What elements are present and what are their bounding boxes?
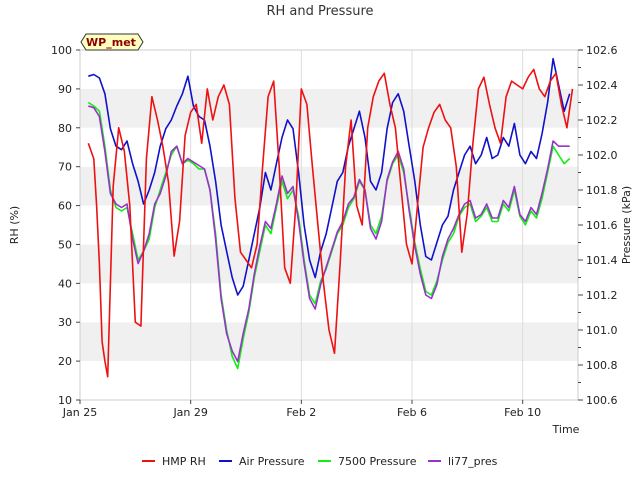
grid-band [80, 244, 578, 284]
legend: HMP RH Air Pressure 7500 Pressure li77_pres [142, 455, 498, 468]
legend-label: li77_pres [448, 455, 498, 468]
left-tick-label: 10 [58, 394, 72, 407]
legend-label: HMP RH [162, 455, 206, 468]
left-tick-label: 30 [58, 316, 72, 329]
series-line-air-pressure [88, 57, 571, 296]
grid-band [80, 361, 578, 400]
grid-band [80, 205, 578, 245]
legend-label: Air Pressure [239, 455, 305, 468]
badge-text: WP_met [86, 36, 136, 49]
badge-shape [80, 33, 144, 51]
left-tick-label: 80 [58, 122, 72, 135]
right-axis-label: Pressure (kPa) [620, 186, 633, 264]
right-tick-label: 100.6 [586, 394, 618, 407]
right-tick-label: 101.8 [586, 184, 618, 197]
right-tick-label: 102.0 [586, 149, 618, 162]
left-axis-label: RH (%) [8, 206, 21, 244]
right-tick-label: 101.2 [586, 289, 618, 302]
grid-band [80, 127, 578, 167]
x-axis-label: Time [552, 423, 580, 436]
left-tick-label: 20 [58, 355, 72, 368]
grid-band [80, 88, 578, 128]
right-tick-label: 102.6 [586, 44, 618, 57]
x-tick-label: Jan 25 [62, 406, 97, 419]
left-tick-label: 90 [58, 83, 72, 96]
x-tick-label: Feb 6 [397, 406, 427, 419]
left-tick-label: 70 [58, 161, 72, 174]
left-tick-label: 40 [58, 277, 72, 290]
left-tick-label: 100 [51, 44, 72, 57]
right-tick-label: 102.4 [586, 79, 618, 92]
grid-bands [80, 50, 578, 400]
x-tick-label: Feb 10 [504, 406, 541, 419]
series-lines [87, 57, 574, 378]
left-axis-ticks: 10 20 30 40 50 60 70 80 90 100 [51, 44, 80, 407]
grid-band [80, 283, 578, 323]
legend-label: 7500 Pressure [338, 455, 417, 468]
x-tick-label: Feb 2 [286, 406, 316, 419]
x-tick-label: Jan 29 [172, 406, 207, 419]
right-axis-ticks: 100.6 100.8 101.0 101.2 101.4 101.6 101.8 102.0… [578, 44, 618, 407]
right-tick-label: 101.4 [586, 254, 618, 267]
series-line-li77-pres [88, 105, 570, 363]
series-line-hmp-rh [87, 68, 574, 378]
left-tick-label: 50 [58, 238, 72, 251]
x-axis-ticks: Jan 25 Jan 29 Feb 2 Feb 6 Feb 10 [62, 400, 541, 419]
grid-band [80, 50, 578, 89]
badge: WP_met [80, 33, 144, 51]
left-tick-label: 60 [58, 200, 72, 213]
right-tick-label: 102.2 [586, 114, 618, 127]
chart-title: RH and Pressure [266, 4, 373, 19]
right-tick-label: 100.8 [586, 359, 618, 372]
right-tick-label: 101.6 [586, 219, 618, 232]
right-tick-label: 101.0 [586, 324, 618, 337]
